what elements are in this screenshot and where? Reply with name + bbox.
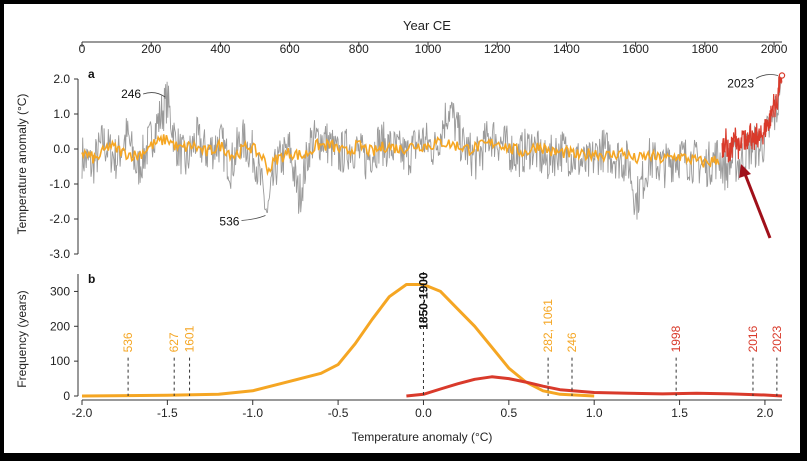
marker-label: 1850-1900: [416, 272, 430, 330]
latest-year-marker: [778, 72, 786, 79]
highlight-arrow-head: [739, 164, 751, 178]
panel-a-x-axis-title: Year CE: [403, 18, 451, 33]
panel-a-y-tick-label: -3.0: [49, 247, 70, 261]
reconstruction-distribution-curve: [81, 283, 595, 398]
figure-frame: Year CE a Temperature anomaly (°C) 0 200 4…: [4, 4, 800, 453]
annotation-leader: [142, 92, 166, 98]
panel-b-x-tick-label: -1.5: [157, 406, 178, 420]
marker-label: 246: [565, 332, 579, 352]
panel-b-x-tick-label: 0.0: [415, 406, 432, 420]
panel-a-label: a: [88, 67, 95, 81]
panel-b-x-axis-title: Temperature anomaly (°C): [352, 430, 493, 444]
panel-b-x-tick-label: 2.0: [757, 406, 774, 420]
figure-svg: Year CE a Temperature anomaly (°C) 0 200 4…: [15, 18, 788, 444]
panel-b-x-tick-label: 1.5: [671, 406, 688, 420]
annotation-leader: [241, 215, 266, 221]
annual-temperature-series: [81, 75, 782, 220]
panel-a-x-tick-label: 1200: [484, 42, 511, 56]
marker-label: 536: [121, 332, 135, 352]
panel-b-y-tick-label: 0: [63, 389, 70, 403]
panel-a-x-tick-label: 1800: [691, 42, 718, 56]
annotation-label: 2023: [727, 77, 754, 91]
panel-b-x-tick-label: -2.0: [72, 406, 93, 420]
panel-a-x-tick-label: 200: [141, 42, 161, 56]
panel-a-y-tick-label: -2.0: [49, 212, 70, 226]
panel-b-x-tick-label: -0.5: [328, 406, 349, 420]
panel-a-x-tick-label: 1400: [553, 42, 580, 56]
panel-b-x-tick-label: 1.0: [586, 406, 603, 420]
marker-label: 1998: [669, 325, 683, 352]
marker-label: 1601: [183, 325, 197, 352]
panel-a-y-tick-label: 0.0: [53, 142, 70, 156]
panel-a-y-tick-label: 1.0: [53, 107, 70, 121]
panel-a-x-tick-label: 2000: [761, 42, 788, 56]
panel-b-label: b: [88, 272, 95, 286]
panel-b-y-tick-label: 200: [50, 319, 70, 333]
marker-label: 2016: [746, 325, 760, 352]
panel-a-x-tick-label: 400: [210, 42, 230, 56]
marker-label: 2023: [770, 325, 784, 352]
panel-a-x-tick-label: 800: [349, 42, 369, 56]
annotation-leader: [755, 74, 779, 79]
highlight-arrow-shaft: [743, 173, 772, 239]
panel-b-y-tick-label: 300: [50, 284, 70, 298]
instrumental-distribution-curve: [406, 375, 783, 398]
annotation-label: 536: [219, 215, 239, 229]
panel-a-x-tick-label: 0: [79, 42, 86, 56]
panel-b-x-tick-label: -1.0: [242, 406, 263, 420]
panel-b-y-tick-label: 100: [50, 354, 70, 368]
marker-label: 282, 1061: [541, 299, 555, 353]
smoothed-temperature-series: [81, 134, 720, 177]
panel-b-x-tick-label: 0.5: [500, 406, 517, 420]
panel-a-y-axis-title: Temperature anomaly (°C): [15, 94, 29, 235]
marker-label: 627: [167, 332, 181, 352]
panel-a-x-tick-label: 1600: [622, 42, 649, 56]
panel-b: b Frequency (years) Temperature anomaly …: [15, 272, 784, 444]
panel-a: Year CE a Temperature anomaly (°C) 0 200 4…: [15, 18, 788, 261]
panel-a-x-tick-label: 600: [280, 42, 300, 56]
panel-a-x-tick-label: 1000: [415, 42, 442, 56]
annotation-label: 246: [121, 87, 141, 101]
instrumental-temperature-series: [721, 74, 783, 163]
panel-a-y-tick-label: -1.0: [49, 177, 70, 191]
panel-b-y-axis-title: Frequency (years): [15, 290, 29, 387]
panel-a-y-tick-label: 2.0: [53, 72, 70, 86]
